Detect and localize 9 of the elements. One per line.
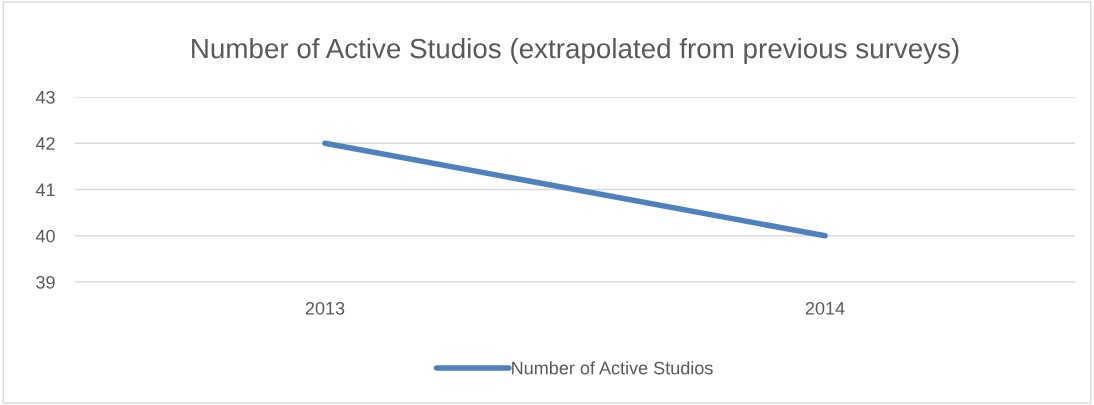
legend-label: Number of Active Studios [512, 361, 713, 375]
y-tick-label: 41 [35, 183, 55, 197]
y-tick-label: 42 [35, 137, 55, 150]
y-tick-label: 39 [36, 275, 55, 289]
y-tick-label: 43 [35, 90, 55, 104]
chart-title: Number of Active Studios (extrapolated from previous surveys) [192, 37, 959, 64]
x-tick-label: 2013 [305, 301, 345, 315]
x-tick-label: 2014 [805, 301, 845, 315]
y-tick-label: 40 [35, 229, 55, 243]
